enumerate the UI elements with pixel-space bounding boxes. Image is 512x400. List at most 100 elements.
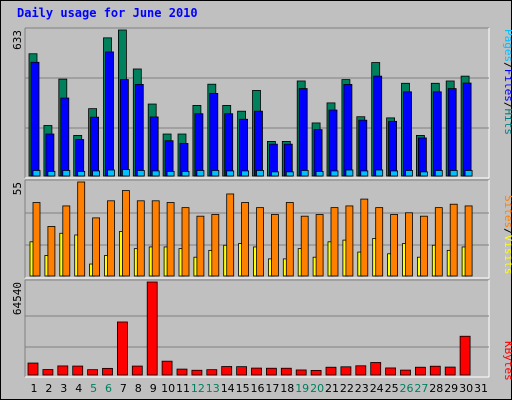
files-bar [358, 119, 368, 177]
x-tick-label: 3 [60, 382, 67, 395]
x-tick-label: 1 [31, 382, 38, 395]
visits-bar [360, 198, 369, 277]
files-bar [209, 93, 219, 177]
x-tick-label: 19 [295, 382, 309, 395]
pages-bar [464, 170, 473, 177]
x-tick-label: 28 [429, 382, 443, 395]
x-tick-label: 14 [221, 382, 235, 395]
files-bar [30, 61, 40, 177]
x-tick-label: 13 [206, 382, 220, 395]
pages-bar [270, 171, 279, 177]
visits-bar [390, 214, 399, 277]
visits-bar [241, 202, 250, 277]
legend: Pages/Files/Hits [502, 29, 512, 135]
pages-bar [300, 170, 309, 177]
x-tick-label: 27 [414, 382, 428, 395]
files-bar [149, 116, 159, 177]
pages-bar [256, 170, 264, 177]
visits-bar [345, 205, 354, 277]
visits-bar [47, 226, 56, 277]
x-tick-label: 10 [161, 382, 175, 395]
pages-bar [47, 170, 56, 177]
x-tick-label: 16 [251, 382, 265, 395]
pages-bar [375, 169, 384, 177]
kbytes-bar [87, 369, 98, 376]
visits-bar [375, 207, 384, 277]
visits-bar [285, 202, 294, 277]
x-tick-label: 18 [280, 382, 294, 395]
pages-bar [434, 170, 443, 177]
legend-entry: / [502, 228, 512, 235]
files-bar [105, 51, 114, 177]
files-bar [224, 113, 234, 177]
kbytes-bar [176, 368, 188, 376]
pages-bar [62, 170, 71, 177]
pages-bar [226, 170, 235, 177]
x-tick-label: 31 [474, 382, 488, 395]
x-tick-label: 15 [236, 382, 250, 395]
kbytes-bar [310, 369, 322, 376]
pages-bar [122, 169, 130, 177]
x-tick-label: 12 [191, 382, 205, 395]
pages-bar [330, 170, 339, 177]
kbytes-bar [414, 366, 426, 376]
x-tick-label: 24 [370, 382, 384, 395]
kbytes-bar [325, 366, 337, 376]
files-bar [239, 118, 249, 177]
kbytes-bar [102, 367, 113, 376]
visits-bar [256, 207, 264, 277]
files-bar [120, 79, 129, 177]
legend-entry: Hits [502, 109, 512, 136]
kbytes-bar [117, 321, 128, 376]
files-bar [254, 110, 263, 177]
visits-bar [77, 181, 86, 277]
files-bar [343, 84, 353, 177]
legend-entry: KBytes [502, 341, 512, 381]
visits-bar [122, 190, 130, 277]
legend-entry: Files [502, 69, 512, 102]
visits-bar [211, 214, 220, 277]
x-tick-label: 7 [120, 382, 127, 395]
files-bar [417, 137, 427, 177]
visits-bar [226, 193, 235, 277]
files-bar [60, 97, 70, 177]
legend-entry: Visits [502, 235, 512, 275]
visits-bar [449, 203, 458, 277]
legend-entry: / [502, 62, 512, 69]
y-max-label: 55 [11, 182, 24, 195]
files-bar [134, 84, 144, 177]
files-bar [462, 82, 472, 177]
kbytes-bar [280, 367, 292, 376]
kbytes-bar [370, 362, 382, 376]
files-bar [283, 143, 293, 177]
x-tick-label: 6 [105, 382, 112, 395]
pages-bar [241, 170, 250, 177]
kbytes-bar [355, 365, 367, 376]
visits-bar [151, 200, 160, 277]
x-tick-label: 5 [90, 382, 97, 395]
kbytes-bar [340, 366, 352, 376]
x-tick-label: 26 [400, 382, 414, 395]
visits-bar [62, 205, 71, 277]
files-bar [313, 129, 323, 177]
visits-bar [330, 207, 339, 277]
x-tick-label: 23 [355, 382, 369, 395]
kbytes-bar [42, 369, 54, 376]
pages-bar [32, 170, 41, 177]
kbytes-bar [27, 362, 39, 376]
kbytes-bar [191, 369, 203, 376]
files-bar [90, 116, 99, 177]
files-bar [164, 140, 174, 177]
x-tick-label: 20 [310, 382, 324, 395]
chart-title: Daily usage for June 2010 [17, 6, 198, 20]
files-bar [447, 88, 457, 177]
kbytes-bar [459, 335, 471, 376]
visits-bar [300, 215, 309, 277]
x-tick-label: 9 [150, 382, 157, 395]
pages-bar [196, 170, 205, 177]
x-tick-label: 21 [325, 382, 339, 395]
legend: Sites/Visits [502, 195, 512, 275]
pages-bar [77, 170, 86, 177]
visits-bar [92, 217, 100, 277]
pages-bar [92, 170, 100, 177]
